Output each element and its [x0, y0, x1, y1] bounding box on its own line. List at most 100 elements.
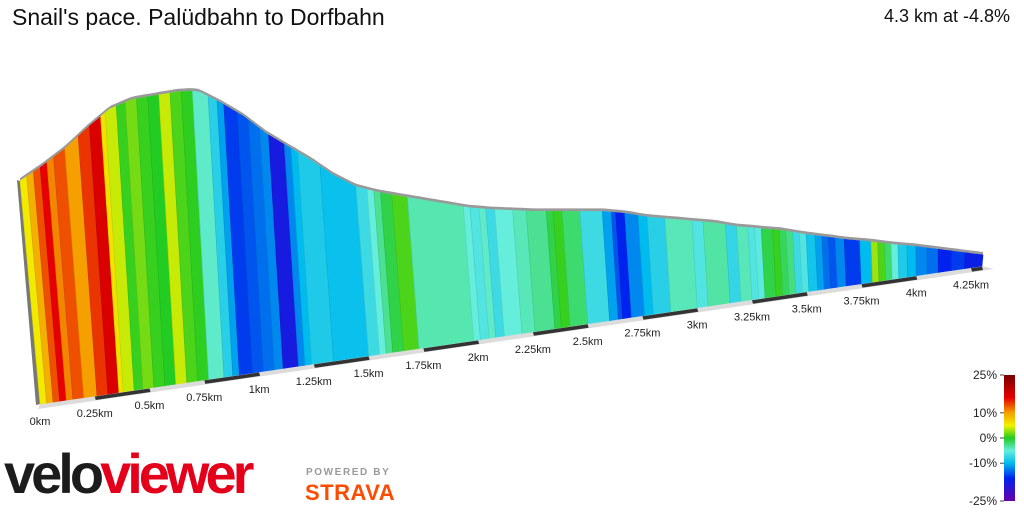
gradient-segments	[17, 88, 984, 405]
axis-tick-label: 2.75km	[624, 328, 660, 340]
segment-divider	[552, 211, 562, 328]
axis-tick-label: 1.5km	[354, 368, 384, 380]
veloviewer-logo: veloviewer	[4, 446, 254, 502]
segment-divider	[158, 94, 177, 385]
segment-divider	[19, 181, 41, 405]
legend-label: -25%	[969, 494, 997, 508]
segment-divider	[391, 194, 405, 351]
segment-divider	[33, 171, 54, 403]
axis-tick-label: 2.25km	[515, 344, 551, 356]
segment-divider	[478, 208, 490, 339]
axis-band	[423, 340, 480, 352]
segment-divider	[223, 104, 240, 375]
segment-divider	[579, 211, 589, 324]
segment-divider	[828, 237, 832, 289]
chart-title: Snail's pace. Palüdbahn to Dorfbahn	[12, 4, 385, 30]
segment-divider	[77, 136, 98, 396]
axis-tick-label: 1.75km	[405, 360, 441, 372]
segment-divider	[89, 126, 109, 395]
segment-divider	[46, 162, 67, 401]
axis-band	[94, 388, 151, 400]
segment-divider	[859, 240, 862, 284]
gradient-segment	[906, 245, 917, 278]
segment-divider	[610, 212, 619, 320]
segment-divider	[897, 244, 900, 279]
segment-divider	[124, 102, 144, 389]
gradient-segment	[937, 248, 952, 273]
segment-divider	[799, 233, 803, 293]
segment-divider	[884, 243, 886, 281]
segment-divider	[821, 236, 825, 290]
axis-tick-label: 1.25km	[296, 376, 332, 388]
segment-divider	[561, 211, 571, 327]
axis-band	[532, 324, 589, 336]
segment-divider	[169, 93, 188, 383]
segment-divider	[601, 211, 610, 321]
axis-tick-label: 0.5km	[135, 400, 165, 412]
axis-tick-label: 3.75km	[843, 296, 879, 308]
axis-tick-label: 2km	[468, 352, 489, 364]
legend-label: 25%	[973, 368, 997, 382]
segment-divider	[877, 242, 880, 282]
axis-tick-label: 4km	[906, 288, 927, 300]
segment-divider	[834, 238, 838, 288]
segment-divider	[380, 192, 394, 353]
segment-divider	[964, 252, 966, 269]
gradient-segment	[859, 240, 873, 285]
segment-divider	[147, 96, 166, 386]
segment-divider	[785, 231, 790, 295]
axis-tick-label: 4.25km	[953, 280, 989, 292]
segment-divider	[637, 215, 645, 316]
segment-divider	[53, 157, 74, 400]
axis-tick-label: 1km	[249, 384, 270, 396]
profile-left-side	[17, 180, 40, 405]
segment-divider	[268, 134, 284, 369]
profile-top-edge	[20, 88, 983, 255]
segment-divider	[691, 220, 698, 308]
segment-divider	[283, 144, 299, 367]
powered-by-label: POWERED BY	[306, 467, 391, 478]
legend-color-bar	[1004, 375, 1015, 501]
segment-divider	[407, 197, 420, 349]
segment-divider	[115, 106, 135, 391]
legend-label: 10%	[973, 406, 997, 420]
segment-divider	[463, 206, 475, 341]
segment-divider	[469, 207, 481, 340]
segment-divider	[870, 241, 873, 283]
segment-divider	[545, 211, 556, 329]
segment-divider	[366, 189, 380, 355]
segment-divider	[664, 218, 672, 312]
axis-band	[642, 308, 699, 320]
strava-logo: STRAVA	[305, 480, 396, 505]
axis-tick-label: 3.5km	[792, 304, 822, 316]
segment-divider	[736, 226, 742, 302]
segment-divider	[100, 116, 120, 393]
segment-divider	[207, 96, 225, 378]
segment-divider	[136, 98, 155, 388]
segment-divider	[814, 235, 819, 291]
segment-divider	[192, 91, 210, 380]
segment-divider	[104, 112, 124, 392]
segment-divider	[805, 234, 810, 292]
axis-band	[751, 292, 808, 304]
gradient-segment	[897, 244, 908, 279]
segment-divider	[355, 186, 369, 356]
legend-label: -10%	[969, 456, 997, 470]
distance-axis: 0km 0.25km 0.5km 0.75km 1km 1.25km 1.5km 1.75km…	[30, 266, 994, 428]
segment-divider	[26, 176, 47, 404]
logo-velo: velo	[4, 442, 104, 505]
segment-divider	[319, 166, 334, 362]
segment-divider	[725, 224, 731, 303]
segment-divider	[290, 148, 306, 366]
segment-divider	[373, 191, 387, 354]
segment-divider	[216, 101, 234, 376]
segment-divider	[525, 210, 536, 332]
gradient-segment	[843, 238, 862, 287]
gradient-segment	[964, 252, 984, 269]
segment-divider	[259, 128, 275, 370]
axis-tick-label: 0.25km	[77, 408, 113, 420]
segment-divider	[778, 230, 783, 296]
axis-tick-label: 3km	[687, 320, 708, 332]
segment-divider	[180, 91, 199, 381]
